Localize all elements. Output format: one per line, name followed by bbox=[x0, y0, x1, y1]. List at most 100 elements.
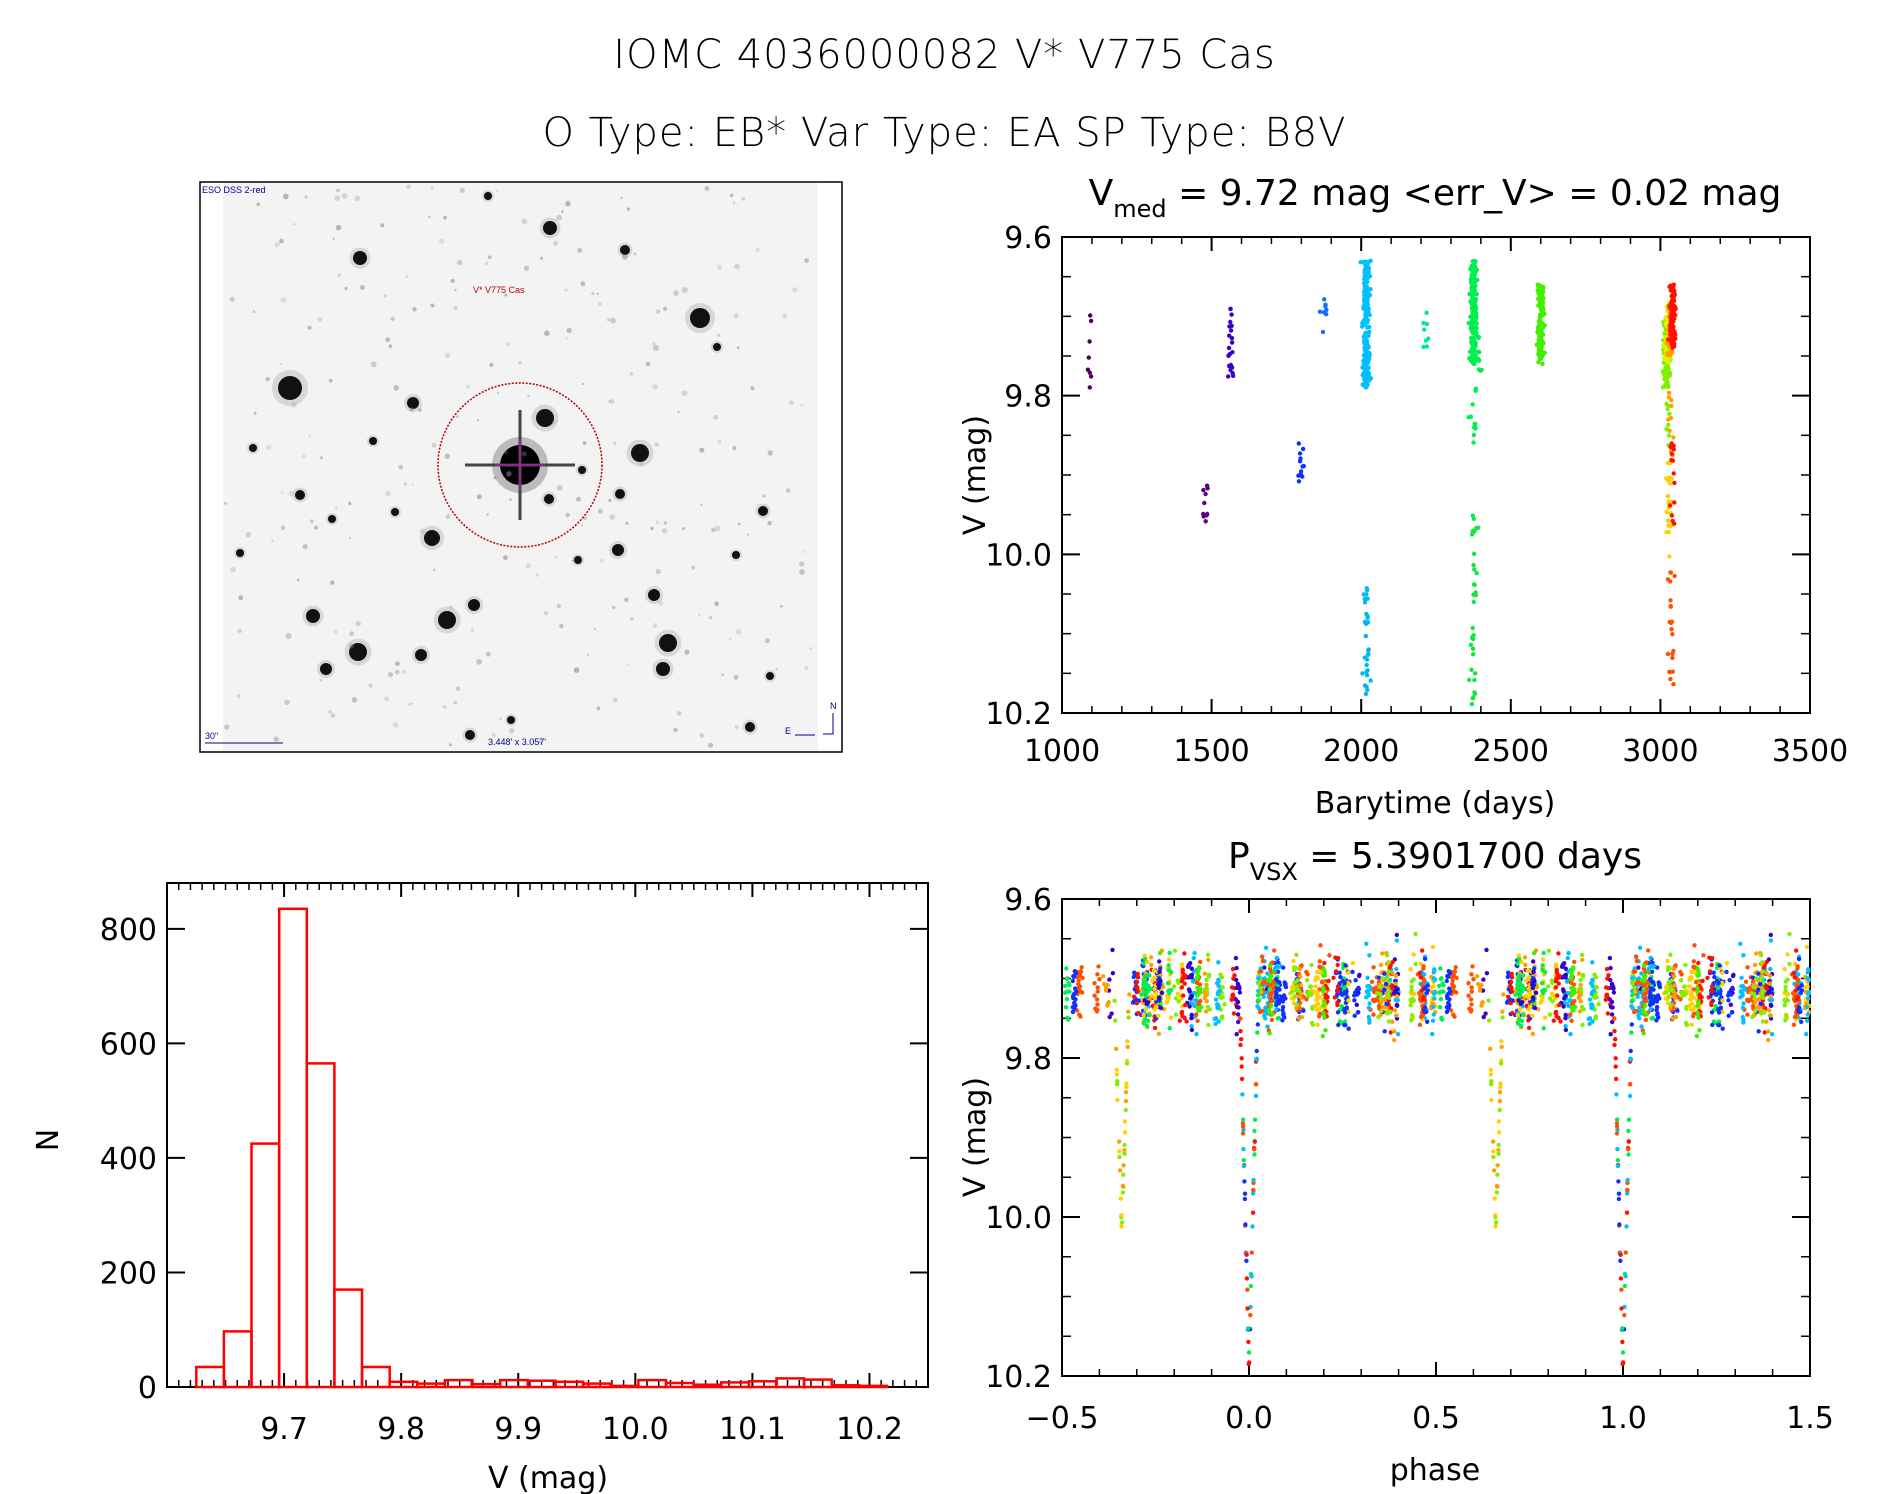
phase-point bbox=[1251, 1187, 1256, 1193]
phase-point bbox=[1782, 1003, 1787, 1008]
faint-star bbox=[394, 669, 400, 675]
lightcurve-point bbox=[1228, 328, 1234, 333]
histogram-bar bbox=[692, 1383, 723, 1389]
phase-point bbox=[1633, 969, 1638, 974]
phase-point bbox=[1680, 993, 1685, 999]
phase-point bbox=[1794, 948, 1799, 953]
phase-point bbox=[1724, 969, 1729, 975]
lightcurve-point bbox=[1540, 361, 1545, 366]
faint-star bbox=[285, 632, 292, 639]
phase-point bbox=[1382, 971, 1387, 976]
phase-point bbox=[1152, 975, 1158, 980]
phase-point bbox=[1469, 972, 1474, 977]
phase-point bbox=[1342, 1019, 1348, 1024]
lightcurve-point bbox=[1471, 292, 1476, 297]
faint-star bbox=[804, 258, 809, 263]
phase-point bbox=[1626, 1147, 1631, 1152]
phase-point bbox=[1092, 993, 1097, 998]
phase-point bbox=[1395, 1003, 1400, 1008]
lightcurve-point bbox=[1539, 314, 1544, 319]
faint-star bbox=[785, 488, 791, 493]
phase-point bbox=[1237, 986, 1242, 991]
phase-point bbox=[1122, 1130, 1128, 1135]
lightcurve-point bbox=[1472, 691, 1478, 696]
faint-star bbox=[535, 573, 540, 577]
faint-star bbox=[486, 513, 489, 516]
phase-point bbox=[1422, 956, 1428, 962]
phase-point bbox=[1799, 983, 1804, 988]
phase-point bbox=[1782, 967, 1787, 972]
phase-point bbox=[1475, 974, 1480, 979]
faint-star bbox=[792, 287, 798, 293]
phase-point bbox=[1153, 1004, 1159, 1009]
phase-point bbox=[1167, 991, 1172, 996]
phase-point bbox=[1541, 950, 1546, 956]
phase-point bbox=[1805, 976, 1810, 981]
phase-point bbox=[1563, 1016, 1568, 1021]
phase-point bbox=[1522, 986, 1527, 992]
histogram-bar bbox=[498, 1378, 530, 1389]
phase-point bbox=[1326, 978, 1331, 984]
phase-point bbox=[1123, 1107, 1129, 1113]
phase-point bbox=[1367, 1020, 1372, 1025]
faint-star bbox=[237, 628, 242, 634]
phase-point bbox=[1124, 1061, 1130, 1066]
phase-point bbox=[1752, 992, 1757, 997]
phase-point bbox=[1366, 1014, 1372, 1020]
phase-point bbox=[1546, 948, 1552, 953]
lightcurve-point bbox=[1471, 432, 1477, 438]
lightcurve-point bbox=[1364, 673, 1370, 678]
faint-star bbox=[596, 706, 601, 711]
phase-point bbox=[1614, 1117, 1620, 1122]
east-label: E bbox=[785, 726, 791, 736]
lightcurve-point bbox=[1470, 316, 1476, 321]
phase-point bbox=[1546, 984, 1551, 989]
phase-point bbox=[1248, 1283, 1254, 1289]
phase-point bbox=[1096, 964, 1101, 969]
faint-star bbox=[493, 476, 497, 480]
faint-star bbox=[430, 303, 435, 308]
phase-point bbox=[1691, 959, 1697, 964]
phase-point bbox=[1298, 974, 1303, 979]
phase-point bbox=[1275, 1016, 1280, 1021]
field-size-label: 3.448' x 3.057' bbox=[488, 737, 546, 747]
phase-point bbox=[1766, 1008, 1772, 1013]
phase-point bbox=[1712, 974, 1717, 980]
star bbox=[713, 343, 721, 351]
phase-point bbox=[1413, 931, 1418, 937]
lightcurve-point bbox=[1671, 435, 1676, 440]
faint-star bbox=[454, 288, 457, 292]
phase-point bbox=[1194, 1031, 1199, 1037]
faint-star bbox=[704, 186, 710, 191]
phase-point bbox=[1709, 984, 1715, 989]
phase-point bbox=[1251, 1191, 1256, 1196]
phase-point bbox=[1409, 984, 1414, 990]
phase-point bbox=[1493, 1224, 1498, 1229]
phase-point bbox=[1139, 992, 1144, 997]
phase-point bbox=[1630, 993, 1635, 998]
phase-point bbox=[1726, 998, 1731, 1003]
phase-point bbox=[1189, 1027, 1195, 1033]
lightcurve-point bbox=[1297, 451, 1303, 456]
faint-star bbox=[466, 384, 470, 389]
star bbox=[465, 730, 475, 740]
phase-point bbox=[1309, 962, 1314, 968]
faint-star bbox=[224, 501, 228, 505]
phase-point bbox=[1152, 996, 1158, 1001]
phase-point bbox=[1785, 977, 1790, 982]
faint-star bbox=[337, 273, 342, 278]
phase-point bbox=[1172, 948, 1178, 953]
phase-point bbox=[1122, 1142, 1127, 1148]
phase-point bbox=[1740, 1005, 1746, 1010]
phase-point bbox=[1607, 955, 1613, 961]
phase-point bbox=[1262, 976, 1268, 981]
phase-point bbox=[1647, 977, 1653, 982]
phase-point bbox=[1760, 969, 1765, 974]
lightcurve-point bbox=[1540, 296, 1546, 302]
faint-star bbox=[330, 713, 336, 718]
lightcurve-point bbox=[1362, 269, 1368, 274]
lightcurve-point bbox=[1670, 283, 1676, 288]
faint-star bbox=[800, 403, 804, 407]
phase-point bbox=[1493, 1213, 1498, 1218]
phase-point bbox=[1338, 974, 1343, 980]
